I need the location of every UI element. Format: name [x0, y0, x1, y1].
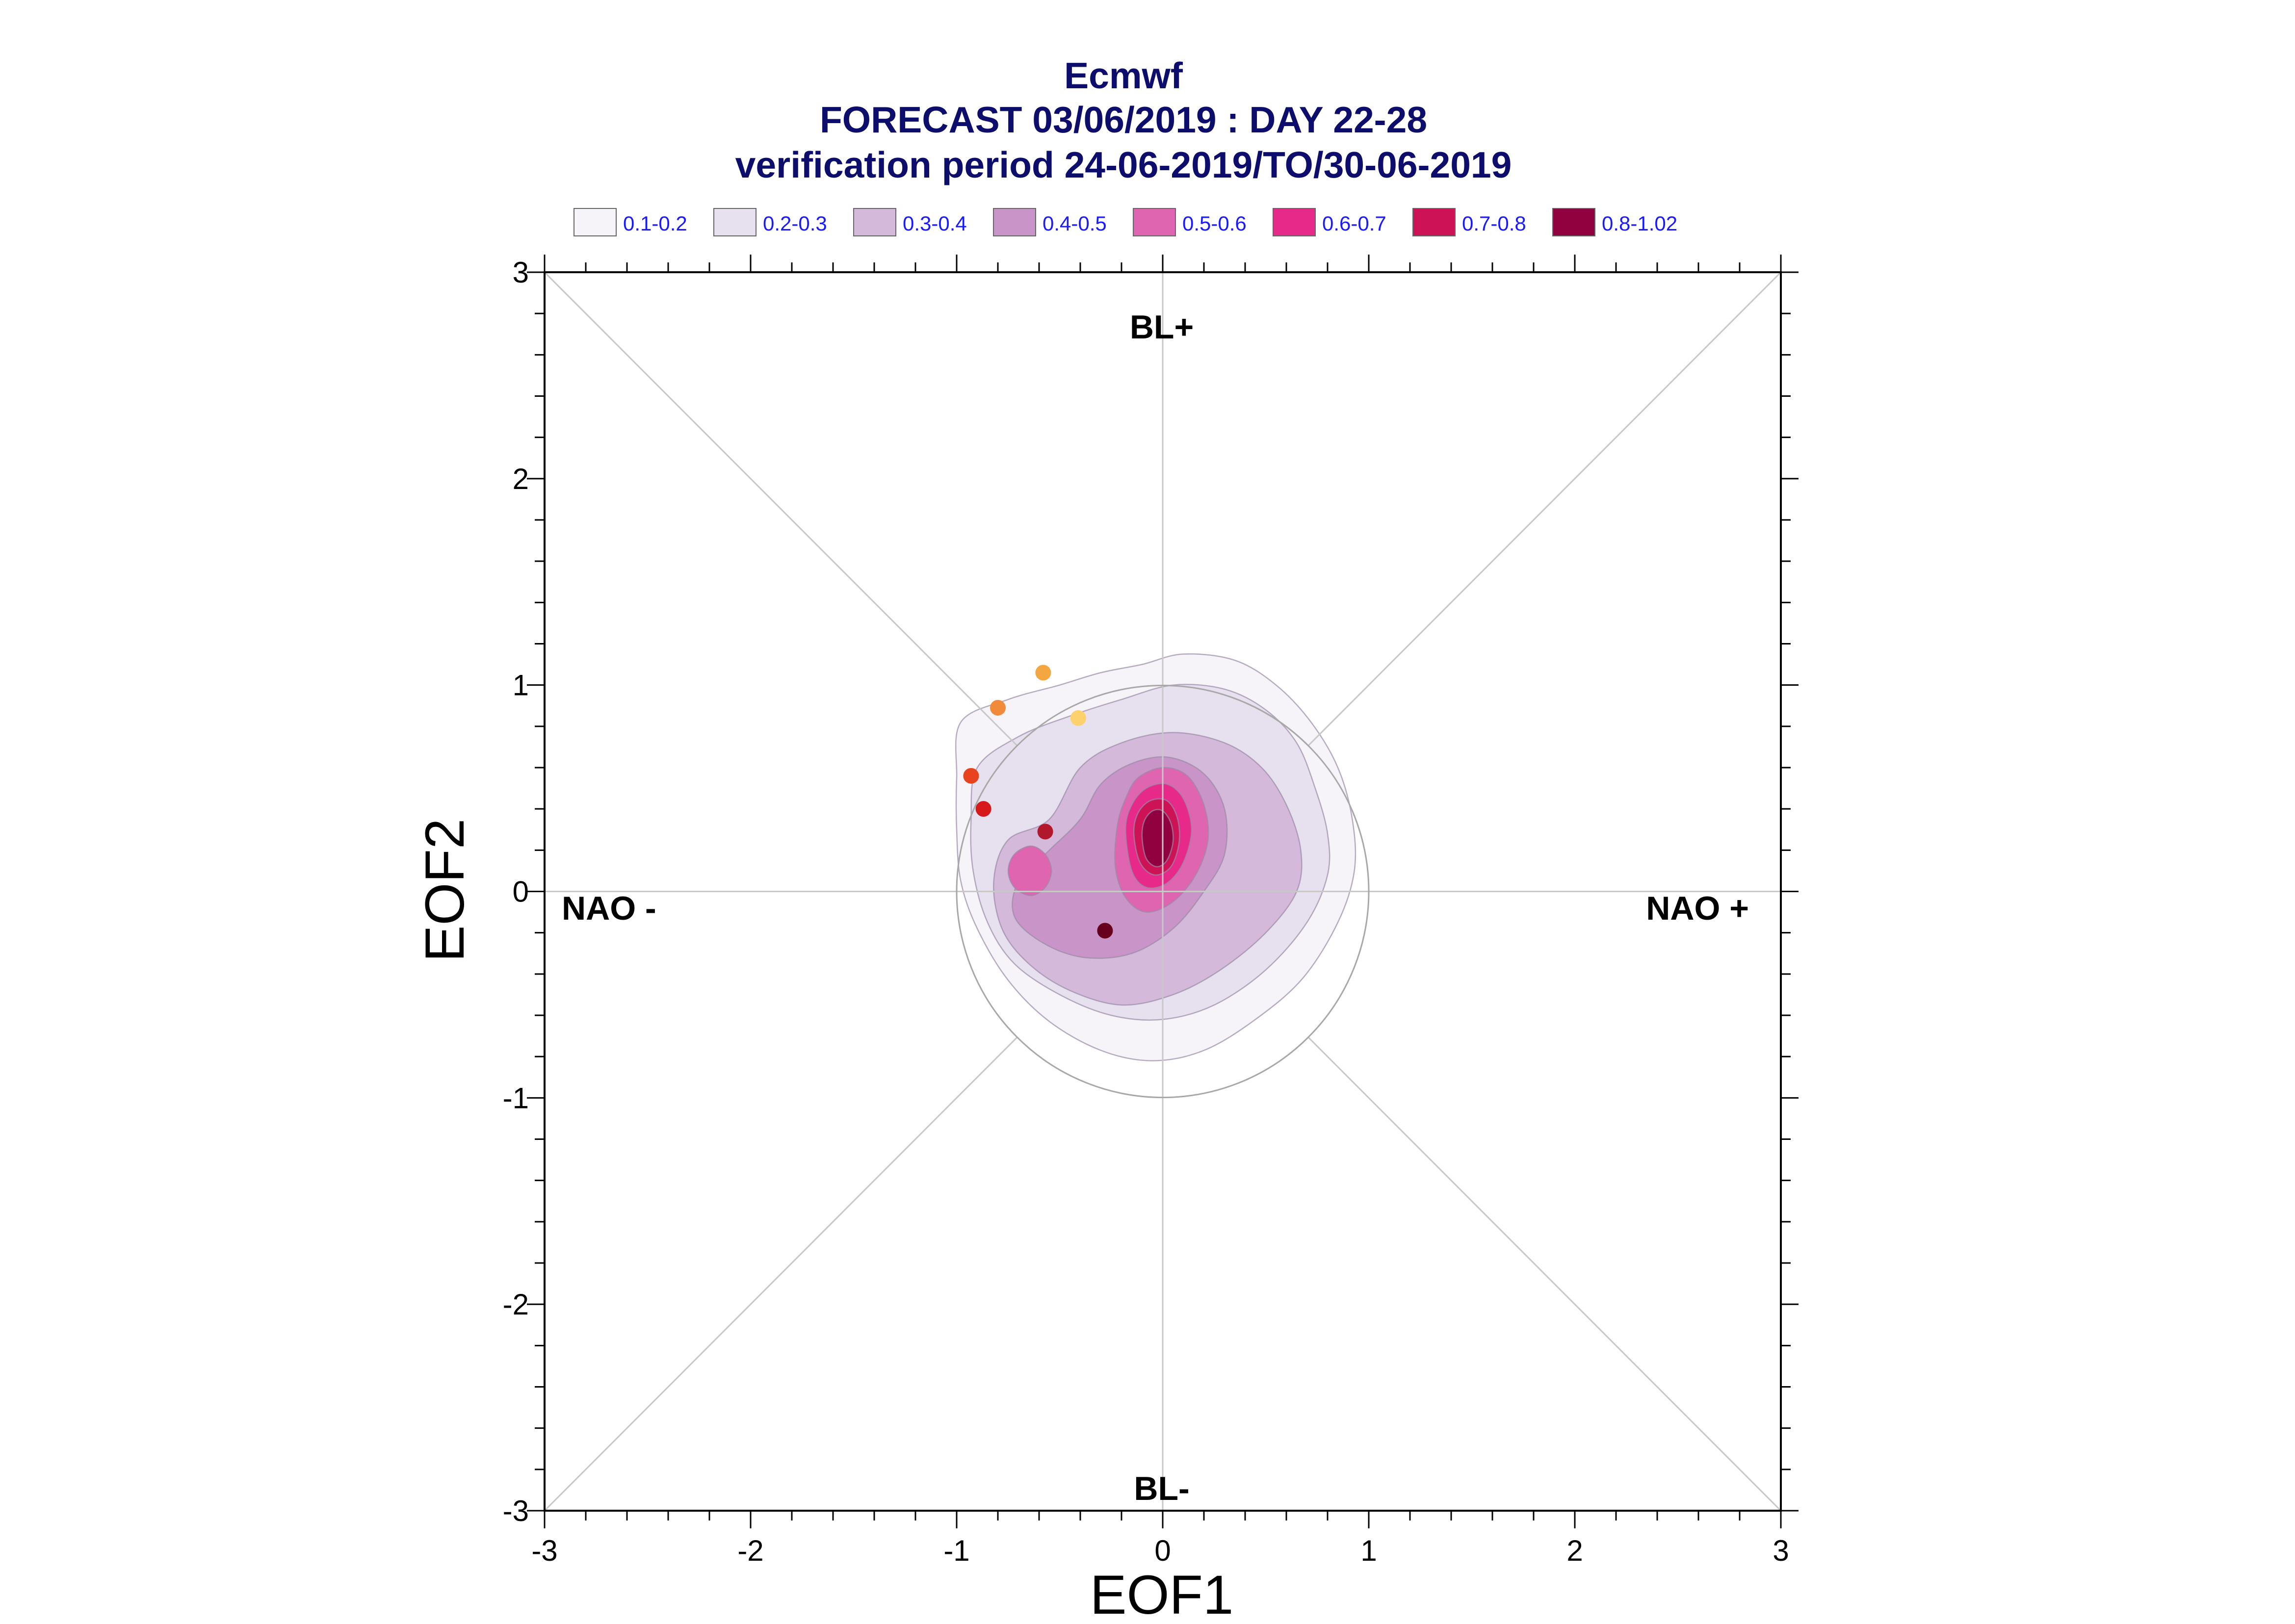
x-tick-label: -2: [737, 1534, 763, 1567]
axis-ticks: -3 -2 -1 0 1 2 3 -3 -2 -1 0 1 2 3: [503, 255, 1799, 1567]
y-tick-label: -3: [503, 1495, 529, 1527]
legend-swatch: [1412, 208, 1456, 236]
legend-swatch: [574, 208, 617, 236]
legend-label: 0.1-0.2: [623, 212, 687, 235]
y-axis-title: EOF2: [414, 819, 475, 962]
y-tick-label: 0: [513, 876, 529, 908]
legend-swatch: [1133, 208, 1176, 236]
title-line-3: verification period 24-06-2019/TO/30-06-…: [735, 144, 1512, 185]
legend-label: 0.8-1.02: [1602, 212, 1677, 235]
legend-label: 0.5-0.6: [1182, 212, 1247, 235]
data-point: [990, 699, 1006, 716]
legend: 0.1-0.2 0.2-0.3 0.3-0.4 0.4-0.5 0.5-0.6 0.6-0…: [574, 208, 1677, 236]
x-axis-title: EOF1: [1090, 1564, 1234, 1624]
data-point: [1070, 710, 1086, 726]
density-contour: [1141, 809, 1174, 868]
legend-swatch: [1273, 208, 1316, 236]
guide-lines: [544, 271, 1782, 1512]
legend-label: 0.3-0.4: [903, 212, 967, 235]
y-tick-label: 2: [513, 463, 529, 495]
y-tick-label: -1: [503, 1082, 529, 1114]
density-contours: [955, 653, 1356, 1061]
legend-label: 0.2-0.3: [763, 212, 827, 235]
x-tick-label: -1: [943, 1534, 969, 1567]
regime-label-right: NAO +: [1646, 890, 1749, 927]
legend-label: 0.6-0.7: [1322, 212, 1386, 235]
legend-swatch: [1552, 208, 1595, 236]
diagonal-line: [1307, 271, 1782, 746]
legend-swatch: [713, 208, 756, 236]
chart-title: Ecmwf FORECAST 03/06/2019 : DAY 22-28 ve…: [735, 55, 1512, 185]
data-point: [975, 801, 991, 817]
legend-label: 0.7-0.8: [1462, 212, 1526, 235]
legend-swatch: [993, 208, 1036, 236]
plot-area: -3 -2 -1 0 1 2 3 -3 -2 -1 0 1 2 3: [503, 255, 1799, 1567]
scatter-points: [963, 665, 1113, 939]
regime-label-bottom: BL-: [1134, 1470, 1189, 1507]
x-tick-label: 2: [1566, 1534, 1583, 1567]
legend-swatch: [853, 208, 896, 236]
legend-label: 0.4-0.5: [1043, 212, 1107, 235]
y-tick-label: 3: [513, 256, 529, 289]
x-tick-label: 0: [1154, 1534, 1171, 1567]
title-line-2: FORECAST 03/06/2019 : DAY 22-28: [820, 99, 1427, 140]
x-tick-label: 3: [1773, 1534, 1789, 1567]
regime-label-top: BL+: [1130, 309, 1194, 346]
y-tick-label: 1: [513, 669, 529, 702]
title-line-1: Ecmwf: [1064, 55, 1183, 96]
data-point: [963, 768, 979, 784]
data-point: [1037, 824, 1053, 840]
data-point: [1035, 665, 1051, 681]
x-tick-label: -3: [531, 1534, 557, 1567]
y-tick-label: -2: [503, 1288, 529, 1321]
reference-circle: [956, 685, 1370, 1098]
diagonal-line: [1307, 1037, 1782, 1512]
diagonal-line: [544, 271, 1018, 746]
density-contour: [1007, 845, 1052, 897]
regime-label-left: NAO -: [562, 890, 656, 927]
data-point: [1097, 923, 1113, 939]
diagonal-line: [544, 1037, 1018, 1512]
x-tick-label: 1: [1360, 1534, 1377, 1567]
